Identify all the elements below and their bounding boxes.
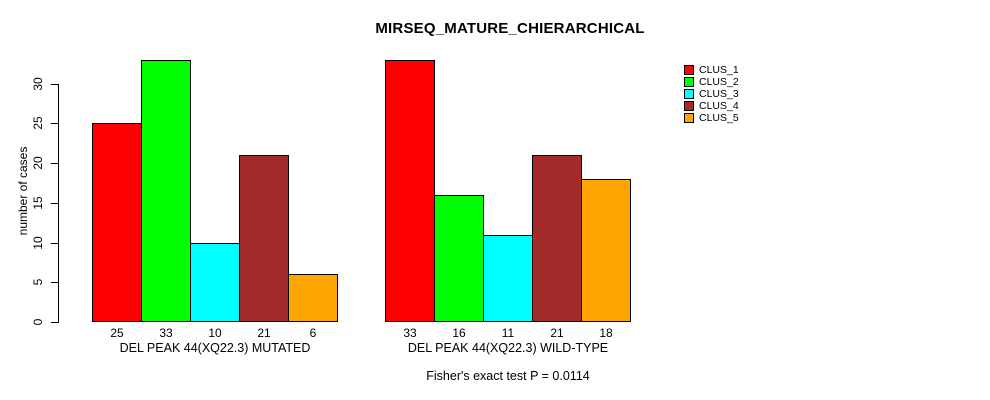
legend-color-swatch bbox=[684, 77, 694, 87]
y-tick-mark bbox=[51, 84, 58, 85]
legend-entry-label: CLUS_3 bbox=[699, 88, 739, 100]
bar-clus_5-group1 bbox=[288, 274, 338, 322]
bar-value-label: 18 bbox=[599, 326, 613, 340]
legend-entry-label: CLUS_5 bbox=[699, 112, 739, 124]
y-tick-label: 0 bbox=[31, 318, 45, 326]
legend-entry: CLUS_2 bbox=[684, 76, 739, 88]
y-axis-label: number of cases bbox=[16, 146, 30, 236]
y-tick-label: 10 bbox=[31, 236, 45, 250]
y-tick-mark bbox=[51, 243, 58, 244]
y-tick-mark bbox=[51, 203, 58, 204]
legend-entry-label: CLUS_2 bbox=[699, 76, 739, 88]
bar-value-label: 33 bbox=[159, 326, 173, 340]
legend-color-swatch bbox=[684, 65, 694, 75]
legend-entry: CLUS_1 bbox=[684, 64, 739, 76]
bar-value-label: 11 bbox=[501, 326, 515, 340]
bar-clus_1-group1 bbox=[92, 123, 142, 322]
annotation-text: Fisher's exact test P = 0.0114 bbox=[426, 369, 590, 383]
bar-clus_3-group2 bbox=[483, 235, 533, 322]
bar-clus_2-group2 bbox=[434, 195, 484, 322]
group-label: DEL PEAK 44(XQ22.3) WILD-TYPE bbox=[407, 341, 609, 355]
bar-clus_4-group2 bbox=[532, 155, 582, 322]
bar-value-label: 10 bbox=[208, 326, 222, 340]
y-axis-line bbox=[58, 84, 59, 323]
bar-value-label: 25 bbox=[110, 326, 124, 340]
bar-value-label: 6 bbox=[309, 326, 317, 340]
bar-clus_2-group1 bbox=[141, 60, 191, 322]
bar-value-label: 21 bbox=[550, 326, 564, 340]
legend-color-swatch bbox=[684, 101, 694, 111]
y-tick-label: 5 bbox=[31, 278, 45, 286]
bar-value-label: 21 bbox=[257, 326, 271, 340]
y-tick-label: 25 bbox=[31, 116, 45, 130]
y-tick-mark bbox=[51, 322, 58, 323]
y-tick-mark bbox=[51, 282, 58, 283]
bar-clus_4-group1 bbox=[239, 155, 289, 322]
legend-entry: CLUS_4 bbox=[684, 100, 739, 112]
bar-value-label: 16 bbox=[452, 326, 466, 340]
chart-title: MIRSEQ_MATURE_CHIERARCHICAL bbox=[375, 20, 645, 37]
y-tick-label: 30 bbox=[31, 77, 45, 91]
legend: CLUS_1 CLUS_2 CLUS_3 CLUS_4 CLUS_5 bbox=[684, 64, 739, 124]
legend-entry: CLUS_3 bbox=[684, 88, 739, 100]
y-tick-label: 15 bbox=[31, 196, 45, 210]
legend-color-swatch bbox=[684, 89, 694, 99]
bar-value-label: 33 bbox=[403, 326, 417, 340]
bar-clus_1-group2 bbox=[385, 60, 435, 322]
group-label: DEL PEAK 44(XQ22.3) MUTATED bbox=[119, 341, 311, 355]
y-tick-label: 20 bbox=[31, 156, 45, 170]
legend-color-swatch bbox=[684, 113, 694, 123]
legend-entry: CLUS_5 bbox=[684, 112, 739, 124]
bar-clus_3-group1 bbox=[190, 243, 240, 322]
legend-entry-label: CLUS_4 bbox=[699, 100, 739, 112]
y-tick-mark bbox=[51, 163, 58, 164]
legend-entry-label: CLUS_1 bbox=[699, 64, 739, 76]
y-tick-mark bbox=[51, 123, 58, 124]
bar-clus_5-group2 bbox=[581, 179, 631, 322]
